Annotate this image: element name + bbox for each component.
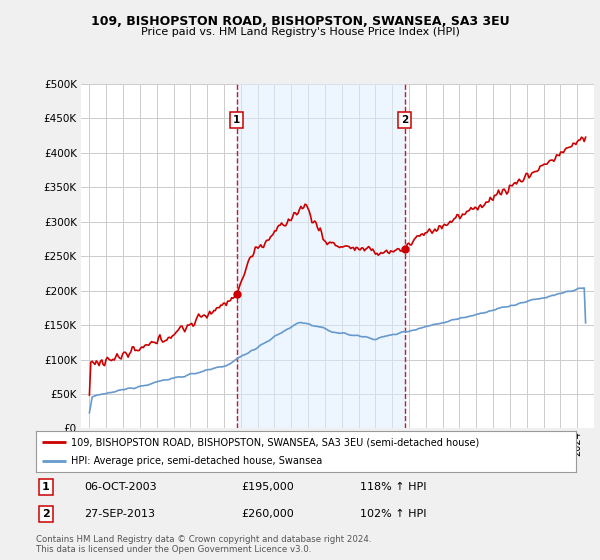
Text: 109, BISHOPSTON ROAD, BISHOPSTON, SWANSEA, SA3 3EU (semi-detached house): 109, BISHOPSTON ROAD, BISHOPSTON, SWANSE… bbox=[71, 437, 479, 447]
Text: 06-OCT-2003: 06-OCT-2003 bbox=[85, 482, 157, 492]
Text: Contains HM Land Registry data © Crown copyright and database right 2024.
This d: Contains HM Land Registry data © Crown c… bbox=[36, 535, 371, 554]
Text: 1: 1 bbox=[233, 115, 241, 125]
Text: £260,000: £260,000 bbox=[241, 509, 294, 519]
Text: HPI: Average price, semi-detached house, Swansea: HPI: Average price, semi-detached house,… bbox=[71, 456, 322, 465]
Bar bbox=[237, 84, 404, 428]
Text: £195,000: £195,000 bbox=[241, 482, 294, 492]
Text: 1: 1 bbox=[42, 482, 50, 492]
Text: 118% ↑ HPI: 118% ↑ HPI bbox=[360, 482, 427, 492]
Text: 109, BISHOPSTON ROAD, BISHOPSTON, SWANSEA, SA3 3EU: 109, BISHOPSTON ROAD, BISHOPSTON, SWANSE… bbox=[91, 15, 509, 28]
Text: 2: 2 bbox=[401, 115, 408, 125]
Text: 102% ↑ HPI: 102% ↑ HPI bbox=[360, 509, 427, 519]
Text: 2: 2 bbox=[42, 509, 50, 519]
Text: Price paid vs. HM Land Registry's House Price Index (HPI): Price paid vs. HM Land Registry's House … bbox=[140, 27, 460, 38]
Text: 27-SEP-2013: 27-SEP-2013 bbox=[85, 509, 155, 519]
